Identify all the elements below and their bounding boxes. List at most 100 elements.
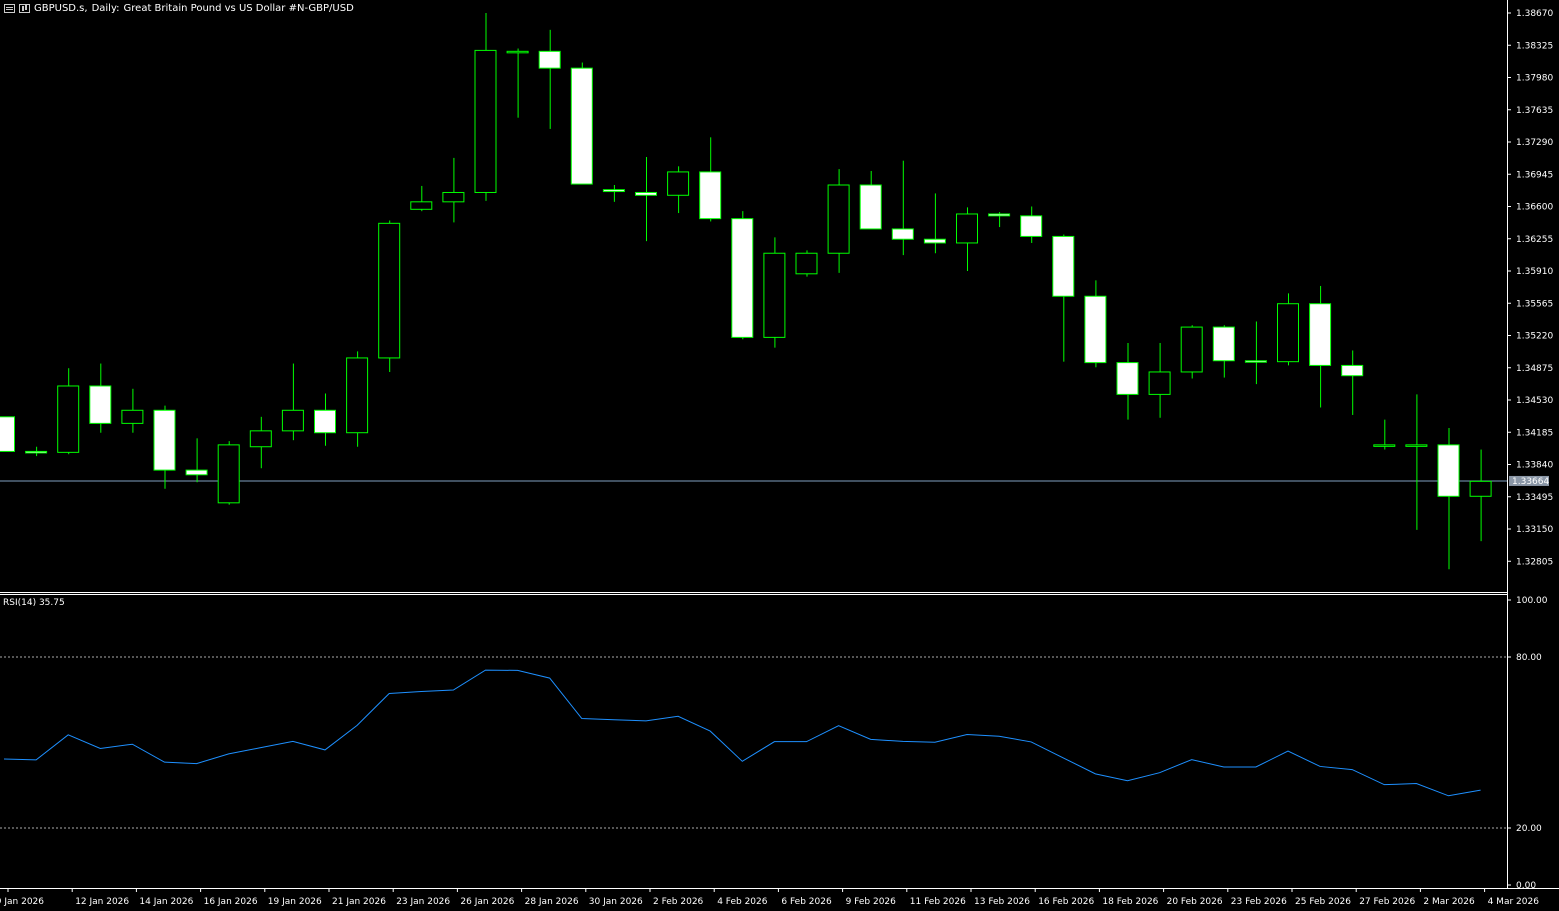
candle[interactable] (1469, 449, 1492, 542)
rsi-line (3, 669, 1481, 797)
time-tick-label: 30 Jan 2026 (589, 897, 643, 907)
candle-body (956, 213, 978, 244)
candle[interactable] (891, 160, 914, 256)
candle[interactable] (956, 207, 978, 271)
candle[interactable] (249, 416, 272, 469)
candle-body (506, 50, 529, 54)
candle[interactable] (410, 185, 433, 212)
time-tick-label: 23 Feb 2026 (1231, 897, 1287, 907)
candle[interactable] (699, 137, 722, 222)
candle[interactable] (378, 220, 401, 372)
candle[interactable] (1020, 206, 1043, 243)
candle-body (538, 50, 561, 69)
candle[interactable] (185, 438, 208, 483)
candle[interactable] (731, 211, 754, 340)
candle[interactable] (153, 405, 176, 489)
candle[interactable] (1244, 321, 1267, 385)
candle[interactable] (602, 185, 625, 202)
time-tick-label: 16 Feb 2026 (1038, 897, 1094, 907)
time-tick-label: 13 Feb 2026 (974, 897, 1030, 907)
candle-body (153, 409, 176, 471)
time-tick-label: 28 Jan 2026 (525, 897, 579, 907)
candle[interactable] (1148, 342, 1171, 418)
candle-body (1244, 360, 1267, 363)
current-price-label: 1.33664 (1512, 477, 1549, 487)
candle[interactable] (1405, 394, 1428, 530)
candle[interactable] (763, 237, 786, 348)
candle-body (314, 409, 336, 434)
candle[interactable] (57, 368, 80, 455)
candle-body (1405, 444, 1428, 447)
candle-body (185, 469, 208, 476)
candle[interactable] (1437, 428, 1460, 570)
candle-body (1469, 480, 1492, 497)
candle-body (795, 252, 818, 275)
time-tick-label: 4 Feb 2026 (717, 897, 768, 907)
candle[interactable] (1116, 342, 1139, 420)
candle[interactable] (442, 157, 465, 223)
candle[interactable] (795, 250, 818, 277)
candle-body (570, 67, 593, 185)
candle-body (1212, 326, 1235, 362)
price-tick-label: 1.35910 (1516, 267, 1553, 277)
price-tick-label: 1.34530 (1516, 396, 1553, 406)
candle[interactable] (1180, 325, 1203, 379)
candle-body (1277, 303, 1299, 363)
chart-list-icon[interactable] (4, 4, 15, 13)
candle-body (988, 213, 1011, 217)
candle[interactable] (538, 29, 561, 129)
candle[interactable] (217, 441, 240, 505)
candle[interactable] (25, 446, 48, 457)
candle[interactable] (1277, 293, 1299, 366)
candle-body (1437, 444, 1460, 497)
candle[interactable] (635, 156, 657, 242)
candle[interactable] (89, 363, 112, 433)
candle[interactable] (506, 48, 529, 118)
candle-body (667, 171, 690, 196)
candle-body (1373, 444, 1396, 447)
candle-body (731, 218, 754, 338)
current-price-tag (1509, 475, 1549, 486)
price-tick-label: 1.35220 (1516, 332, 1553, 342)
candle[interactable] (1052, 234, 1075, 362)
time-tick-label: 2 Mar 2026 (1423, 897, 1475, 907)
candle[interactable] (346, 351, 369, 447)
candle-body (89, 385, 112, 424)
price-tick-label: 1.36255 (1516, 235, 1553, 245)
candle-body (217, 444, 240, 504)
price-tick-label: 1.35565 (1516, 299, 1553, 309)
candle-body (281, 409, 304, 432)
candle[interactable] (474, 13, 497, 201)
candle[interactable] (314, 393, 336, 446)
time-tick-label: 2 Feb 2026 (653, 897, 704, 907)
candle[interactable] (0, 416, 15, 452)
time-tick-label: 4 Mar 2026 (1488, 897, 1540, 907)
candle-body (1148, 371, 1171, 395)
time-tick-label: 9 Jan 2026 (0, 897, 44, 907)
time-tick-label: 27 Feb 2026 (1359, 897, 1415, 907)
candle[interactable] (570, 62, 593, 185)
candle[interactable] (281, 363, 304, 441)
candle-body (25, 450, 48, 454)
candle[interactable] (923, 193, 946, 254)
candle-body (378, 222, 401, 359)
candle-body (57, 385, 80, 453)
candle[interactable] (1309, 285, 1332, 408)
price-tick-label: 1.33840 (1516, 461, 1553, 471)
candle-body (442, 191, 465, 203)
candle[interactable] (121, 388, 144, 433)
time-tick-label: 21 Jan 2026 (332, 897, 386, 907)
candle[interactable] (827, 169, 850, 273)
candle-body (602, 189, 625, 193)
candle[interactable] (667, 166, 690, 214)
candle[interactable] (859, 170, 882, 230)
candle[interactable] (1373, 419, 1396, 450)
candle[interactable] (1341, 350, 1364, 415)
chart-bars-icon[interactable] (19, 4, 30, 13)
candle-body (249, 430, 272, 448)
candle-body (827, 184, 850, 254)
candle[interactable] (1212, 325, 1235, 378)
candle[interactable] (1084, 280, 1107, 368)
candle[interactable] (988, 212, 1011, 228)
